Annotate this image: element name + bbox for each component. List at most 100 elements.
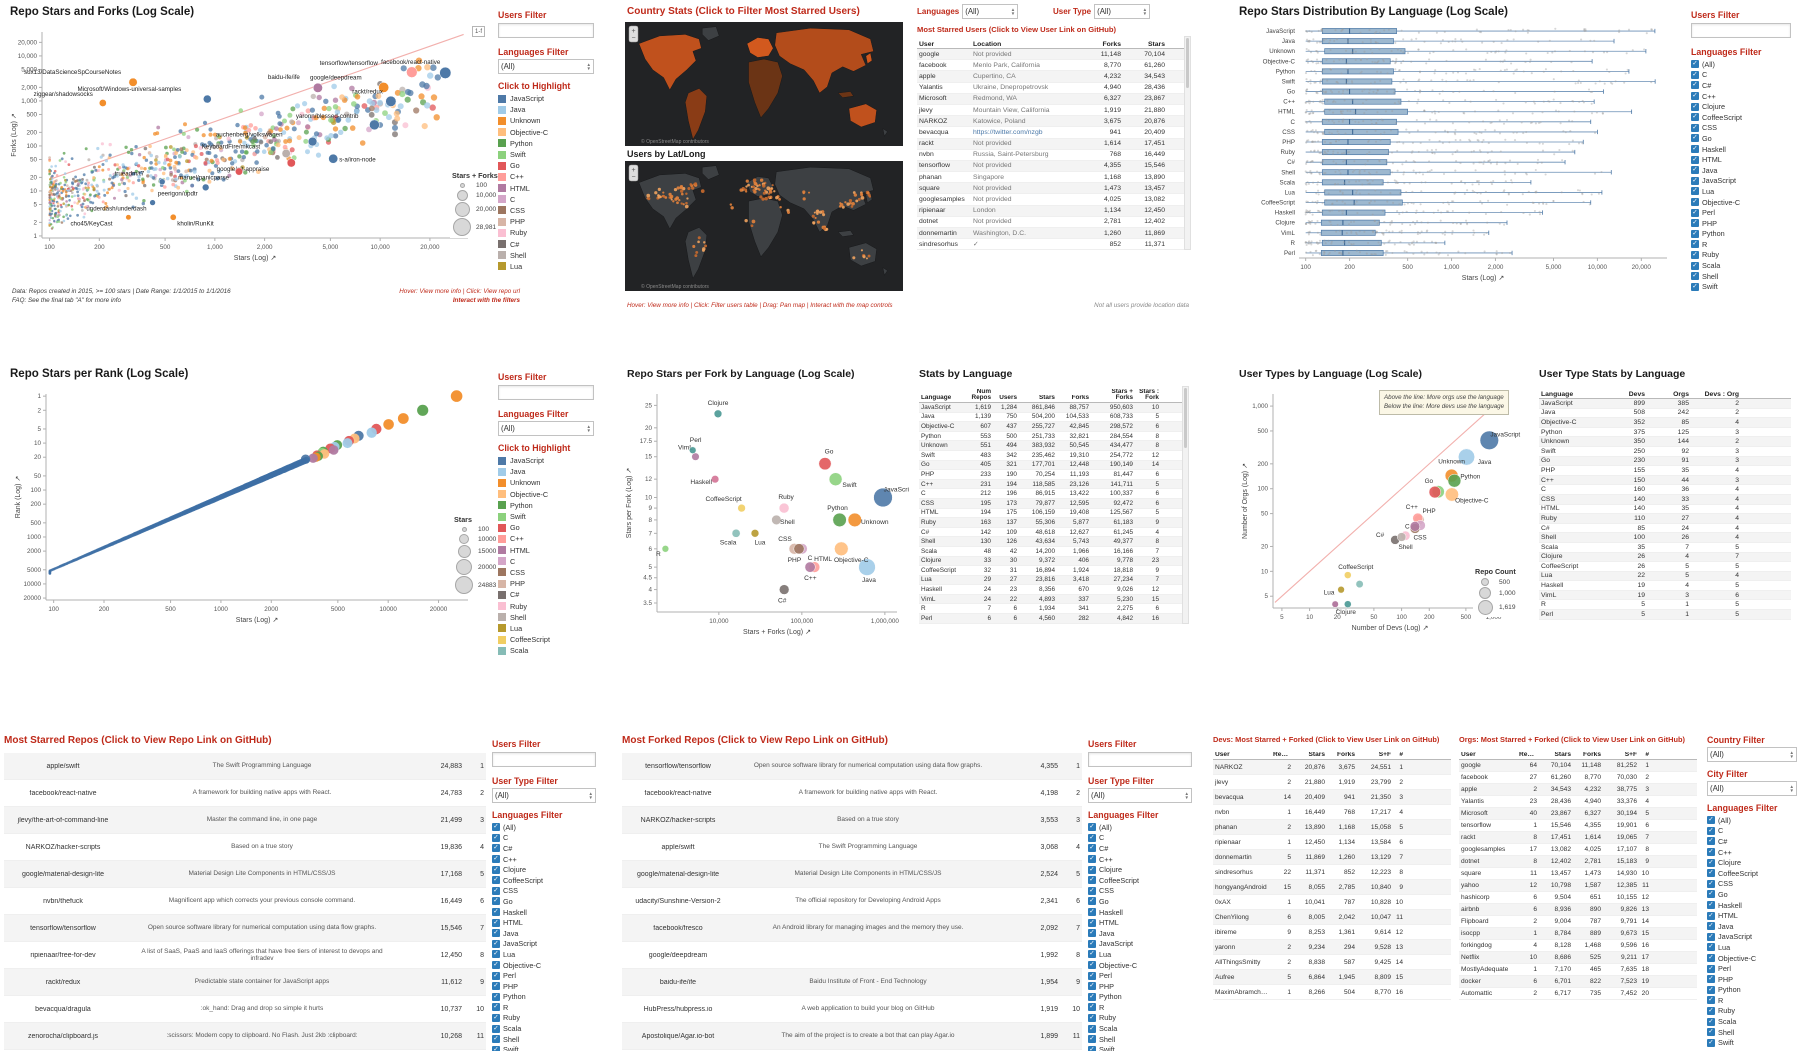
repo-point[interactable] — [1319, 233, 1322, 236]
repo-point[interactable] — [1650, 81, 1653, 84]
repo-point[interactable] — [112, 175, 116, 179]
repo-point[interactable] — [1495, 50, 1498, 53]
repo-point[interactable] — [70, 204, 74, 208]
repo-point[interactable] — [1489, 181, 1493, 184]
repo-point[interactable] — [1326, 79, 1329, 82]
repo-point[interactable] — [1305, 251, 1308, 254]
user-point[interactable] — [786, 210, 791, 214]
repo-point[interactable] — [130, 151, 134, 156]
repo-point[interactable] — [1366, 153, 1369, 156]
highlight-legend-item[interactable]: C — [498, 556, 594, 567]
repo-point[interactable] — [171, 182, 175, 187]
repo-point[interactable] — [62, 176, 66, 179]
box[interactable] — [1324, 189, 1402, 196]
repo-point[interactable] — [1522, 132, 1525, 135]
user-point[interactable] — [764, 189, 767, 192]
repo-point[interactable] — [146, 174, 150, 178]
repo-point[interactable] — [192, 169, 197, 174]
repo-point[interactable] — [1423, 122, 1427, 125]
repo-point[interactable] — [95, 189, 99, 193]
repo-point[interactable] — [1464, 72, 1468, 75]
repo-point[interactable] — [1508, 159, 1512, 162]
repo-point[interactable] — [1446, 201, 1449, 204]
language-checkbox[interactable]: ✓ Perl — [1707, 963, 1797, 974]
repo-point[interactable] — [1376, 70, 1379, 73]
user-row[interactable]: ripienaar London 1,134 12,450 — [917, 205, 1191, 217]
repo-point[interactable] — [63, 188, 67, 191]
repo-point[interactable] — [1531, 201, 1534, 204]
column-header[interactable]: Orgs — [1673, 390, 1689, 398]
repo-point[interactable] — [157, 160, 161, 165]
repo-point[interactable] — [1445, 59, 1448, 62]
repo-point[interactable] — [1368, 172, 1372, 176]
repo-point[interactable] — [101, 200, 105, 204]
repo-point[interactable] — [1502, 102, 1505, 105]
repo-point[interactable] — [1456, 71, 1460, 74]
repo-point[interactable] — [1325, 37, 1328, 41]
repo-point[interactable] — [1318, 172, 1321, 175]
repo-point[interactable] — [143, 183, 147, 188]
repo-point[interactable] — [1581, 142, 1584, 145]
user-point[interactable] — [669, 196, 673, 199]
column-header[interactable]: S+F — [1624, 752, 1637, 759]
repo-point[interactable] — [1525, 173, 1528, 176]
repo-point[interactable] — [1370, 253, 1373, 256]
repo-point[interactable] — [1446, 131, 1449, 134]
repo-point[interactable] — [1355, 233, 1358, 236]
language-row[interactable]: PHP 155 35 4 — [1539, 466, 1791, 476]
repo-point[interactable] — [1365, 98, 1368, 102]
repo-point[interactable] — [50, 227, 54, 230]
repo-point[interactable] — [102, 188, 106, 192]
language-checkbox[interactable]: ✓ Scala — [1088, 1023, 1192, 1034]
language-point[interactable] — [779, 584, 790, 595]
repo-point[interactable] — [1532, 201, 1535, 205]
repo-point[interactable] — [1495, 252, 1498, 255]
user-point[interactable] — [684, 204, 689, 209]
repo-point[interactable] — [143, 146, 148, 151]
highlight-legend-item[interactable]: PHP — [498, 578, 594, 589]
repo-point[interactable] — [1312, 38, 1315, 41]
repo-point[interactable] — [1372, 231, 1375, 234]
repo-point[interactable] — [134, 169, 139, 174]
repo-point[interactable] — [118, 166, 122, 170]
repo-point[interactable] — [1454, 133, 1457, 136]
language-checkbox[interactable]: ✓ Ruby — [1707, 1006, 1797, 1017]
repo-point[interactable] — [158, 178, 166, 185]
repo-point[interactable] — [1386, 181, 1389, 184]
repo-point[interactable] — [1323, 91, 1326, 94]
repo-point[interactable] — [1584, 28, 1587, 31]
language-checkbox[interactable]: ✓ CSS — [492, 886, 596, 897]
repo-point[interactable] — [1307, 210, 1310, 213]
language-checkbox[interactable]: ✓ C# — [492, 843, 596, 854]
repo-point[interactable] — [1348, 150, 1351, 154]
repo-point[interactable] — [84, 182, 88, 186]
repo-point[interactable] — [349, 125, 356, 131]
repo-point[interactable] — [1447, 40, 1450, 44]
repo-point[interactable] — [1445, 72, 1448, 75]
repo-point[interactable] — [1322, 153, 1325, 156]
repo-point[interactable] — [203, 161, 208, 165]
language-checkbox[interactable]: ✓ CoffeeScript — [492, 875, 596, 886]
repo-point[interactable] — [1324, 242, 1327, 245]
box[interactable] — [1321, 179, 1384, 186]
repo-point[interactable] — [1426, 149, 1429, 152]
language-row[interactable]: Clojure 33 30 9,372 406 9,778 23 — [919, 556, 1189, 567]
repo-point[interactable] — [1341, 110, 1344, 113]
repo-point[interactable] — [332, 97, 339, 103]
repo-point[interactable] — [1392, 88, 1395, 91]
language-row[interactable]: Haskell 19 4 5 — [1539, 581, 1791, 591]
repo-point[interactable] — [1414, 223, 1417, 226]
repo-point[interactable] — [1499, 150, 1502, 153]
repo-point[interactable] — [1506, 203, 1509, 206]
repo-point[interactable] — [1415, 209, 1418, 212]
user-point[interactable] — [700, 189, 705, 193]
repo-point[interactable] — [1609, 81, 1612, 84]
repo-point[interactable] — [291, 126, 297, 132]
repo-point[interactable] — [1305, 183, 1308, 186]
repo-point[interactable] — [1341, 193, 1344, 196]
user-point[interactable] — [758, 184, 761, 187]
country-shape[interactable] — [701, 165, 720, 180]
repo-point[interactable] — [1451, 153, 1454, 156]
language-checkbox[interactable]: ✓ (All) — [1088, 822, 1192, 833]
language-checkbox[interactable]: ✓ C++ — [1088, 854, 1192, 865]
